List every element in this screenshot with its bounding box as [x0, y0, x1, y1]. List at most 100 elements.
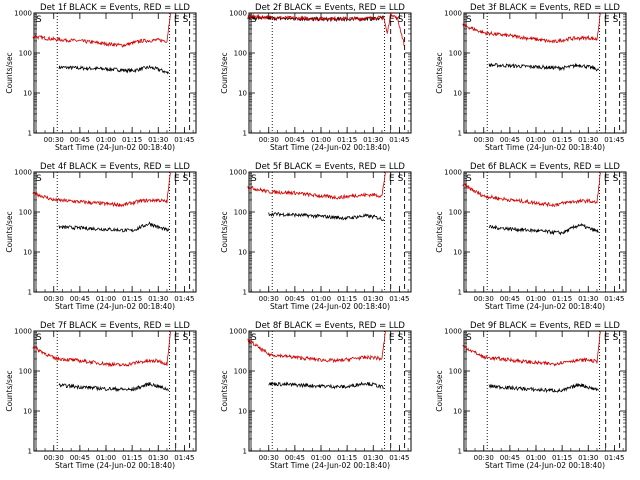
- series-line-lld: [462, 171, 601, 208]
- x-tick-label: 00:30: [259, 136, 279, 144]
- plot-frame: [33, 171, 197, 293]
- event-label: E: [389, 174, 395, 184]
- x-tick-label: 00:30: [259, 454, 279, 462]
- series-line-events: [58, 221, 170, 233]
- y-tick-label: 100: [449, 209, 462, 217]
- x-tick-label: 01:00: [311, 136, 331, 144]
- event-label: S: [466, 333, 472, 343]
- detector-panel-4: Det 4f BLACK = Events, RED = LLD 1 10 100 10…: [5, 162, 197, 311]
- series-line-events: [488, 222, 599, 236]
- y-tick-label: 1: [458, 289, 462, 297]
- y-tick-label: 100: [234, 50, 247, 58]
- x-tick-label: 00:30: [44, 454, 64, 462]
- series-line-events: [268, 211, 385, 221]
- event-label: S: [398, 174, 404, 184]
- x-tick-label: 01:45: [174, 295, 194, 303]
- x-tick-label: 01:00: [311, 295, 331, 303]
- x-tick-label: 01:15: [337, 295, 357, 303]
- x-axis-label: Start Time (24-Jun-02 00:18:40): [270, 143, 390, 152]
- series-line-events: [488, 382, 599, 394]
- y-tick-label: 1000: [444, 328, 462, 336]
- event-label: S: [36, 15, 42, 25]
- event-label: E: [604, 333, 610, 343]
- event-label: E: [174, 174, 180, 184]
- x-tick-label: 01:45: [604, 454, 624, 462]
- y-tick-label: 100: [449, 50, 462, 58]
- detector-panel-5: Det 5f BLACK = Events, RED = LLD 1 10 100 10…: [220, 162, 412, 311]
- event-label: S: [466, 15, 472, 25]
- x-tick-label: 00:45: [285, 136, 305, 144]
- x-axis-label: Start Time (24-Jun-02 00:18:40): [55, 302, 175, 311]
- x-tick-label: 00:45: [285, 454, 305, 462]
- plot-frame: [33, 330, 197, 452]
- x-tick-label: 01:00: [96, 454, 116, 462]
- x-tick-label: 00:30: [474, 454, 494, 462]
- x-tick-label: 01:15: [552, 454, 572, 462]
- event-label: E: [604, 174, 610, 184]
- x-tick-label: 01:00: [311, 454, 331, 462]
- x-tick-label: 01:45: [389, 295, 409, 303]
- x-tick-label: 01:00: [526, 136, 546, 144]
- x-tick-label: 01:30: [363, 136, 383, 144]
- event-label: S: [251, 174, 257, 184]
- x-tick-label: 00:30: [474, 136, 494, 144]
- panel-title: Det 5f BLACK = Events, RED = LLD: [255, 162, 405, 172]
- x-tick-label: 01:15: [122, 454, 142, 462]
- event-label: E: [174, 333, 180, 343]
- y-axis-label: Counts/sec: [435, 370, 444, 411]
- y-tick-label: 1: [243, 130, 247, 138]
- x-axis-label: Start Time (24-Jun-02 00:18:40): [270, 302, 390, 311]
- panel-title: Det 1f BLACK = Events, RED = LLD: [40, 3, 190, 13]
- series-line-lld: [32, 330, 171, 368]
- event-label: S: [183, 174, 189, 184]
- y-tick-label: 10: [453, 249, 462, 257]
- event-label: S: [613, 15, 619, 25]
- detector-panel-8: Det 8f BLACK = Events, RED = LLD 1 10 100 10…: [220, 321, 412, 470]
- y-tick-label: 100: [19, 209, 32, 217]
- x-tick-label: 01:15: [337, 136, 357, 144]
- series-line-events: [488, 62, 600, 72]
- x-tick-label: 01:00: [96, 295, 116, 303]
- y-tick-label: 100: [449, 368, 462, 376]
- x-tick-label: 01:45: [389, 454, 409, 462]
- x-tick-label: 00:45: [70, 454, 90, 462]
- x-tick-label: 01:00: [96, 136, 116, 144]
- x-tick-label: 01:15: [552, 295, 572, 303]
- plot-frame: [463, 12, 627, 134]
- event-label: E: [389, 333, 395, 343]
- x-tick-label: 00:30: [474, 295, 494, 303]
- x-tick-label: 00:45: [285, 295, 305, 303]
- y-axis-label: Counts/sec: [5, 52, 14, 93]
- x-axis-label: Start Time (24-Jun-02 00:18:40): [485, 143, 605, 152]
- panel-title: Det 3f BLACK = Events, RED = LLD: [470, 3, 620, 13]
- panel-title: Det 2f BLACK = Events, RED = LLD: [255, 3, 405, 13]
- y-tick-label: 1000: [229, 169, 247, 177]
- plot-frame: [248, 171, 412, 293]
- x-tick-label: 01:30: [363, 295, 383, 303]
- event-label: E: [389, 15, 395, 25]
- x-tick-label: 01:30: [363, 454, 383, 462]
- event-label: S: [183, 15, 189, 25]
- y-tick-label: 1: [458, 448, 462, 456]
- x-tick-label: 01:30: [578, 454, 598, 462]
- x-tick-label: 00:30: [44, 295, 64, 303]
- series-line-lld: [247, 11, 405, 47]
- series-line-lld: [247, 330, 386, 364]
- y-axis-label: Counts/sec: [435, 52, 444, 93]
- event-label: S: [613, 333, 619, 343]
- plot-frame: [33, 12, 197, 134]
- x-axis-label: Start Time (24-Jun-02 00:18:40): [485, 461, 605, 470]
- y-tick-label: 1000: [444, 169, 462, 177]
- series-line-lld: [462, 330, 601, 367]
- x-tick-label: 00:45: [500, 295, 520, 303]
- x-tick-label: 01:30: [578, 295, 598, 303]
- detector-panel-9: Det 9f BLACK = Events, RED = LLD 1 10 100 10…: [435, 321, 627, 470]
- event-label: S: [251, 15, 257, 25]
- x-axis-label: Start Time (24-Jun-02 00:18:40): [270, 461, 390, 470]
- event-label: S: [398, 15, 404, 25]
- x-tick-label: 01:15: [552, 136, 572, 144]
- x-tick-label: 01:15: [337, 454, 357, 462]
- event-label: S: [251, 333, 257, 343]
- y-tick-label: 100: [234, 368, 247, 376]
